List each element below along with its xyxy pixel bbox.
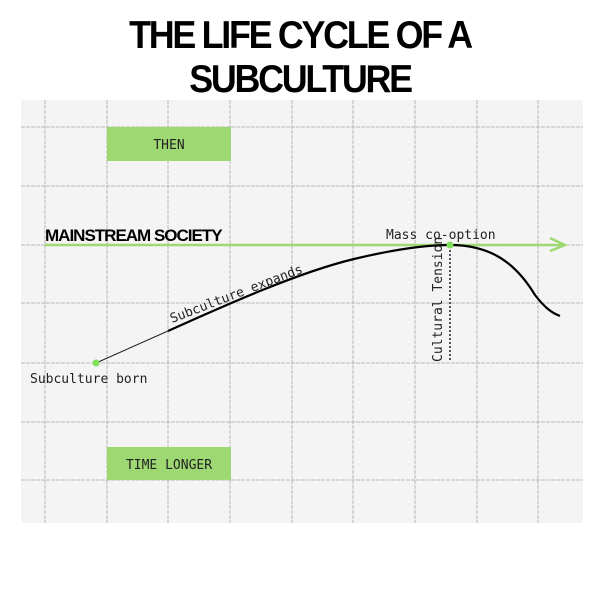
cooption-dot (446, 241, 454, 249)
growth-curve-start (95, 330, 169, 364)
grid-background (21, 100, 583, 523)
subculture-born-label: Subculture born (30, 372, 147, 387)
cultural-tension-label: Cultural Tension (431, 237, 446, 362)
time-longer-box (107, 447, 231, 480)
arrow-head-icon (549, 236, 569, 253)
time-longer-label: TIME LONGER (126, 458, 212, 473)
born-dot (92, 359, 100, 367)
mainstream-label: MAINSTREAM SOCIETY (45, 226, 223, 245)
then-box (107, 127, 231, 161)
growth-curve (167, 243, 561, 333)
page-title: THE LIFE CYCLE OF A SUBCULTURE (129, 14, 473, 101)
mass-cooption-label: Mass co-option (386, 228, 496, 243)
then-label: THEN (153, 138, 184, 153)
